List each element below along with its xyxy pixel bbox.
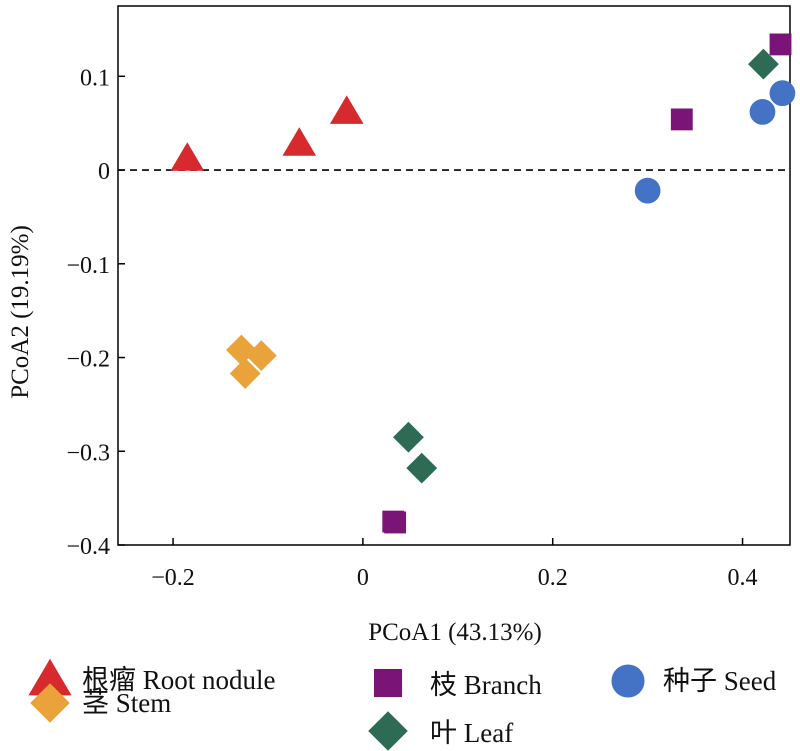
legend-marker-branch — [373, 668, 403, 698]
y-tick-label: 0 — [98, 159, 110, 185]
legend-label-leaf: 叶 Leaf — [430, 718, 513, 748]
y-tick-label: −0.3 — [66, 440, 110, 466]
legend-marker-stem — [30, 683, 70, 723]
y-tick-label: 0.1 — [80, 65, 110, 91]
x-axis-label: PCoA1 (43.13%) — [368, 619, 542, 646]
legend-label-branch: 枝 Branch — [430, 670, 542, 700]
seed-point — [769, 80, 796, 107]
y-tick-label: −0.1 — [66, 253, 110, 279]
x-tick-label: 0.4 — [728, 565, 758, 591]
x-tick-label: −0.2 — [151, 565, 195, 591]
leaf-point — [393, 421, 424, 453]
legend-marker-leaf — [368, 711, 408, 751]
data-points — [170, 33, 796, 534]
legend-marker-seed — [611, 664, 645, 698]
root-nodule-point — [329, 95, 364, 124]
branch-point — [384, 511, 407, 534]
y-tick-label: −0.4 — [66, 534, 110, 560]
legend-label-stem: 茎 Stem — [82, 688, 171, 718]
x-tick-label: 0.2 — [538, 565, 568, 591]
x-axis-ticks: −0.2 0 0.2 0.4 — [151, 538, 758, 591]
plot-frame — [117, 5, 791, 546]
leaf-point — [748, 48, 779, 80]
y-axis-label: PCoA2 (19.19%) — [7, 225, 34, 399]
seed-point — [634, 177, 661, 204]
leaf-point — [406, 452, 438, 484]
legend-marker-root-nodule — [28, 658, 72, 696]
root-nodule-point — [170, 142, 205, 171]
legend: 根瘤 Root nodule 枝 Branch 种子 Seed 茎 Stem 叶 Lea… — [28, 658, 777, 751]
seed-point — [749, 99, 776, 125]
y-axis-ticks: 0.1 0 −0.1 −0.2 −0.3 −0.4 — [66, 65, 125, 560]
branch-point — [670, 108, 693, 131]
y-tick-label: −0.2 — [66, 347, 110, 373]
x-tick-label: 0 — [357, 565, 369, 591]
plot-area — [117, 5, 791, 546]
root-nodule-point — [282, 127, 317, 156]
legend-label-seed: 种子 Seed — [663, 666, 777, 696]
branch-point — [769, 33, 792, 56]
legend-label-root-nodule: 根瘤 Root nodule — [82, 665, 276, 695]
stem-point — [245, 340, 277, 372]
stem-point — [229, 358, 261, 389]
